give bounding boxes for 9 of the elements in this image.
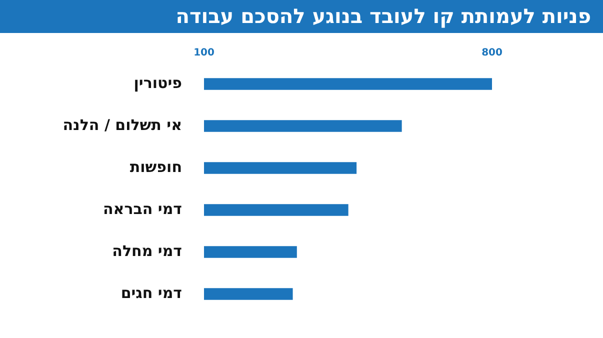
y-tick-label: חופשות <box>130 158 182 176</box>
x-tick-label: 100 <box>194 48 214 59</box>
y-tick-label: דמי חגים <box>120 284 182 302</box>
y-tick-label: דמי הבראה <box>102 200 182 218</box>
y-tick-label: דמי מחלה <box>112 242 182 260</box>
y-tick-label: פיטורין <box>134 74 182 92</box>
x-tick-label: 800 <box>482 48 502 59</box>
y-tick-label: אי תשלום / הלנה <box>62 116 182 134</box>
chart-title: פניות לעמותת קו לעובד בנוגע להסכם עבודה <box>0 0 603 33</box>
